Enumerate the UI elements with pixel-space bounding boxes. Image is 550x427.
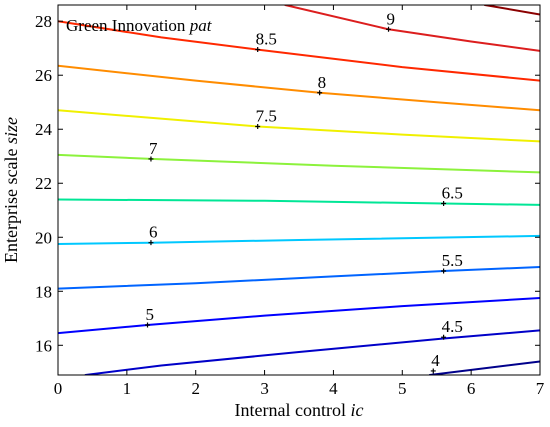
contour-line-7 xyxy=(58,153,540,174)
contour-label-5-5: 5.5 xyxy=(442,251,463,270)
contour-line-6 xyxy=(58,234,540,245)
contour-line-6-5 xyxy=(58,198,540,206)
x-axis-title: Internal control ic xyxy=(235,400,364,420)
y-axis-ticks: 16 18 20 22 24 26 28 xyxy=(35,12,540,355)
contour-line-4 xyxy=(428,360,540,375)
contour-label-7-5: 7.5 xyxy=(256,107,277,126)
contour-marker-8 xyxy=(317,90,323,96)
x-tick-label: 0 xyxy=(54,379,63,398)
contour-line-9-5 xyxy=(483,5,540,16)
contour-marker-9 xyxy=(386,26,392,32)
contour-label-7: 7 xyxy=(149,139,158,158)
x-axis-ticks: 0 1 2 3 4 5 6 7 xyxy=(54,5,545,398)
contour-label-8: 8 xyxy=(318,73,327,92)
contour-marker-5-5 xyxy=(441,268,447,274)
contour-label-8-5: 8.5 xyxy=(256,30,277,49)
contour-marker-6 xyxy=(148,240,154,246)
axes-frame xyxy=(57,4,541,376)
x-tick-label: 2 xyxy=(191,379,200,398)
x-tick-label: 3 xyxy=(260,379,269,398)
y-tick-label: 26 xyxy=(35,66,52,85)
contour-labels: 44.5 5 5.5 6 6.5 7 7.5 8 8.5 9 xyxy=(146,9,463,370)
contour-label-markers xyxy=(145,26,447,374)
x-tick-label: 4 xyxy=(329,379,338,398)
plot-area xyxy=(58,5,540,375)
contour-line-5 xyxy=(58,297,540,335)
legend-italic: pat xyxy=(189,16,213,35)
contour-marker-8-5 xyxy=(255,47,261,53)
y-axis-title: Enterprise scale size xyxy=(1,117,21,263)
y-tick-label: 16 xyxy=(35,336,52,355)
contour-marker-7 xyxy=(148,156,154,162)
y-tick-label: 24 xyxy=(35,120,53,139)
y-tick-label: 18 xyxy=(35,282,52,301)
contour-marker-6-5 xyxy=(441,201,447,207)
x-tick-label: 6 xyxy=(467,379,476,398)
contour-line-7-5 xyxy=(58,109,540,143)
contour-marker-4-5 xyxy=(441,334,447,340)
y-axis-title-text: Enterprise scale xyxy=(1,149,21,263)
contour-marker-7-5 xyxy=(255,124,261,130)
contour-label-9: 9 xyxy=(387,9,396,28)
contour-label-6-5: 6.5 xyxy=(442,184,463,203)
legend-text: Green Innovation xyxy=(66,16,186,35)
contour-marker-4 xyxy=(430,368,436,374)
x-tick-label: 5 xyxy=(398,379,407,398)
y-tick-label: 20 xyxy=(35,228,52,247)
contour-label-4: 4 xyxy=(431,351,440,370)
contour-marker-5 xyxy=(145,322,151,328)
x-tick-label: 1 xyxy=(123,379,132,398)
contour-label-4-5: 4.5 xyxy=(442,317,463,336)
x-tick-label: 7 xyxy=(536,379,545,398)
contour-line-9 xyxy=(284,5,540,52)
x-axis-title-italic: ic xyxy=(350,400,363,420)
contour-label-5: 5 xyxy=(146,305,155,324)
y-tick-label: 28 xyxy=(35,12,52,31)
legend-label: Green Innovation pat xyxy=(66,16,213,35)
x-axis-title-text: Internal control xyxy=(235,400,346,420)
contour-label-6: 6 xyxy=(149,223,158,242)
contour-line-5-5 xyxy=(58,266,540,290)
y-tick-label: 22 xyxy=(35,174,52,193)
y-axis-title-italic: size xyxy=(1,117,21,144)
contour-line-4-5 xyxy=(84,329,540,375)
